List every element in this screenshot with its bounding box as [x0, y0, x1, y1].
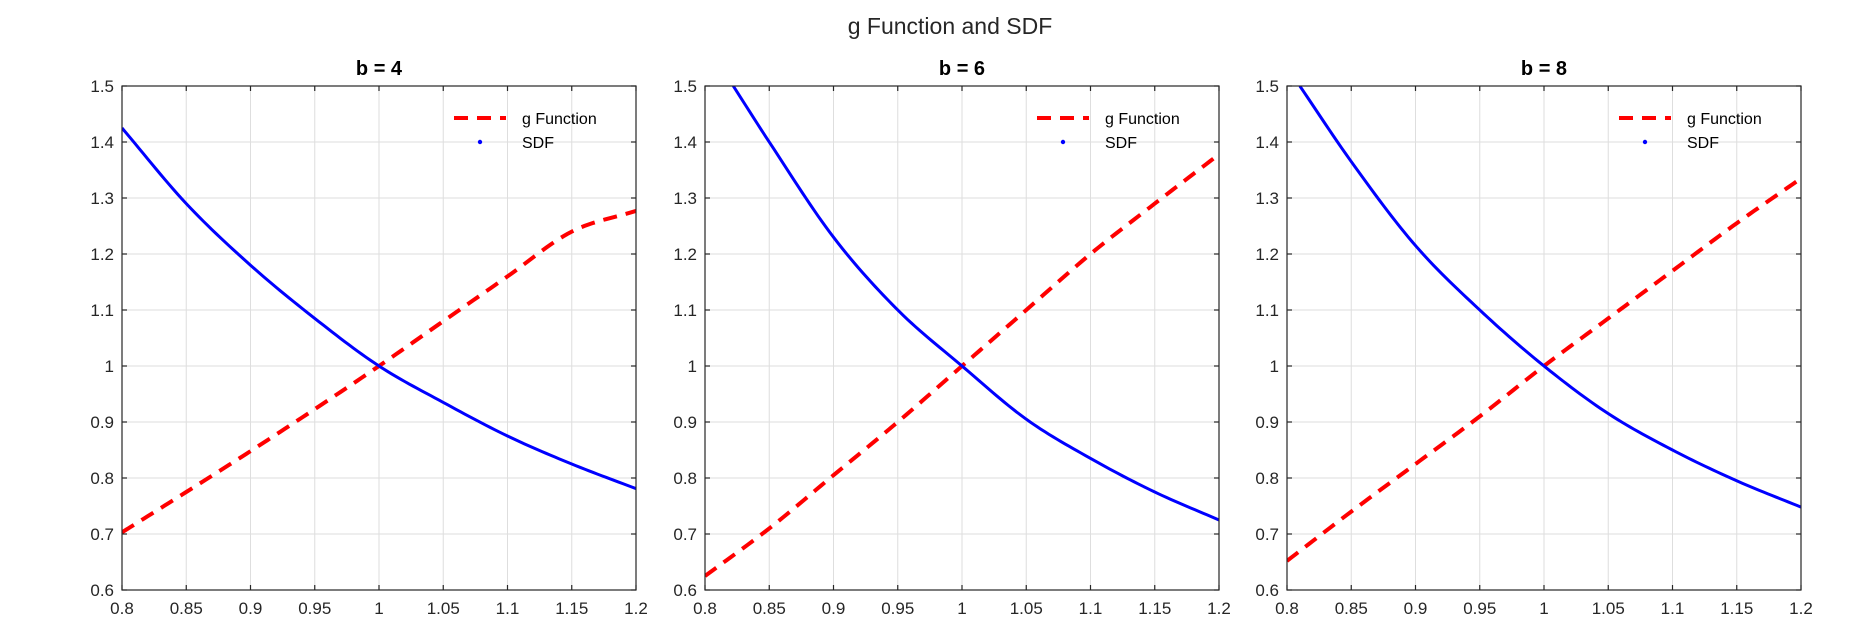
x-tick-label: 1.1 [1079, 599, 1103, 618]
sdf-line [732, 86, 1219, 522]
gridlines [1286, 85, 1802, 591]
chart-panel-3: 0.8 0.85 0.9 0.95 1 1.05 1.1 1.15 1.2 0.6 0.7 0.8 0.… [1255, 58, 1812, 618]
panel-title: b = 4 [356, 58, 403, 80]
x-tick-label: 1.2 [1789, 599, 1813, 618]
panel-title: b = 6 [939, 58, 985, 80]
y-tick-label: 0.8 [673, 469, 697, 488]
legend-label: g Function [522, 111, 597, 128]
x-tick-label: 1.1 [496, 599, 520, 618]
sdf-line [1298, 86, 1801, 509]
figure-title: g Function and SDF [848, 13, 1053, 39]
y-tick-label: 1.2 [1255, 245, 1279, 264]
x-tick-label: 0.95 [881, 599, 914, 618]
legend: g Function SDF [1037, 111, 1180, 152]
chart-panels: 0.8 0.85 0.9 0.95 1 1.05 1.1 1.15 1.20.60.70.80.… [90, 58, 1812, 618]
gridlines [121, 85, 637, 591]
x-tick-label: 1 [374, 599, 383, 618]
y-tick-label: 1.4 [673, 133, 697, 152]
chart-panel-1: 0.8 0.85 0.9 0.95 1 1.05 1.1 1.15 1.2 0.6 0.7 0.8 0.… [90, 58, 647, 618]
x-tick-label: 1.2 [1207, 599, 1231, 618]
tick-labels: 0.8 0.85 0.9 0.95 1 1.05 1.1 1.15 1.2 0.6 0.7 0.8 0.… [1255, 77, 1812, 618]
y-tick-label: 1.2 [90, 245, 114, 264]
x-tick-label: 0.9 [239, 599, 263, 618]
x-tick-label: 1 [957, 599, 966, 618]
y-tick-label: 1.2 [673, 245, 697, 264]
x-tick-label: 0.85 [1335, 599, 1368, 618]
legend-swatch-sdf [1060, 139, 1066, 145]
y-tick-label: 0.9 [90, 413, 114, 432]
y-tick-label: 0.9 [673, 413, 697, 432]
legend-label: SDF [1105, 135, 1137, 152]
legend-label: g Function [1687, 111, 1762, 128]
y-tick-label: 1.5 [90, 77, 114, 96]
x-tick-label: 0.8 [1275, 599, 1299, 618]
y-tick-label: 1.1 [673, 301, 697, 320]
x-tick-label: 0.85 [170, 599, 203, 618]
tick-labels: 0.8 0.85 0.9 0.95 1 1.05 1.1 1.15 1.2 0.6 0.7 0.8 0.… [673, 77, 1230, 618]
legend-swatch-sdf [1642, 139, 1648, 145]
y-tick-label: 0.8 [1255, 469, 1279, 488]
y-tick-label: 1.3 [1255, 189, 1279, 208]
x-tick-label: 0.8 [110, 599, 134, 618]
y-tick-label: 0.7 [90, 525, 114, 544]
x-tick-label: 0.95 [1463, 599, 1496, 618]
x-tick-label: 1.05 [1010, 599, 1043, 618]
x-tick-label: 0.9 [1404, 599, 1428, 618]
legend-swatch-sdf [477, 139, 483, 145]
x-tick-label: 0.85 [753, 599, 786, 618]
x-tick-label: 0.9 [822, 599, 846, 618]
x-tick-label: 1.05 [427, 599, 460, 618]
legend-label: SDF [522, 135, 554, 152]
x-tick-label: 1.2 [624, 599, 648, 618]
y-tick-label: 1.5 [673, 77, 697, 96]
y-tick-label: 1 [1270, 357, 1279, 376]
y-tick-label: 1.5 [1255, 77, 1279, 96]
x-tick-label: 1.05 [1592, 599, 1625, 618]
y-tick-label: 1.4 [90, 133, 114, 152]
x-tick-label: 0.8 [693, 599, 717, 618]
y-tick-label: 0.6 [1255, 581, 1279, 600]
x-tick-label: 0.95 [298, 599, 331, 618]
y-tick-label: 1.3 [673, 189, 697, 208]
y-tick-label: 0.7 [673, 525, 697, 544]
y-tick-label: 0.7 [1255, 525, 1279, 544]
y-tick-label: 0.6 [90, 581, 114, 600]
tick-labels: 0.8 0.85 0.9 0.95 1 1.05 1.1 1.15 1.2 0.6 0.7 0.8 0.… [90, 77, 647, 618]
y-tick-label: 0.8 [90, 469, 114, 488]
x-tick-label: 1.15 [1138, 599, 1171, 618]
y-tick-label: 0.6 [673, 581, 697, 600]
y-tick-label: 1 [688, 357, 697, 376]
legend-label: g Function [1105, 111, 1180, 128]
y-tick-label: 1.1 [90, 301, 114, 320]
y-tick-label: 1 [105, 357, 114, 376]
x-tick-label: 1.15 [1720, 599, 1753, 618]
sdf-line [122, 127, 636, 491]
y-tick-label: 1.1 [1255, 301, 1279, 320]
y-tick-label: 0.9 [1255, 413, 1279, 432]
x-tick-label: 1.1 [1661, 599, 1685, 618]
x-tick-label: 1.15 [555, 599, 588, 618]
y-tick-label: 1.3 [90, 189, 114, 208]
panel-title: b = 8 [1521, 58, 1567, 80]
y-tick-label: 1.4 [1255, 133, 1279, 152]
chart-panel-2: 0.8 0.85 0.9 0.95 1 1.05 1.1 1.15 1.2 0.6 0.7 0.8 0.… [673, 58, 1230, 618]
legend: g Function SDF [1619, 111, 1762, 152]
legend-label: SDF [1687, 135, 1719, 152]
legend: g Function SDF [454, 111, 597, 152]
x-tick-label: 1 [1539, 599, 1548, 618]
